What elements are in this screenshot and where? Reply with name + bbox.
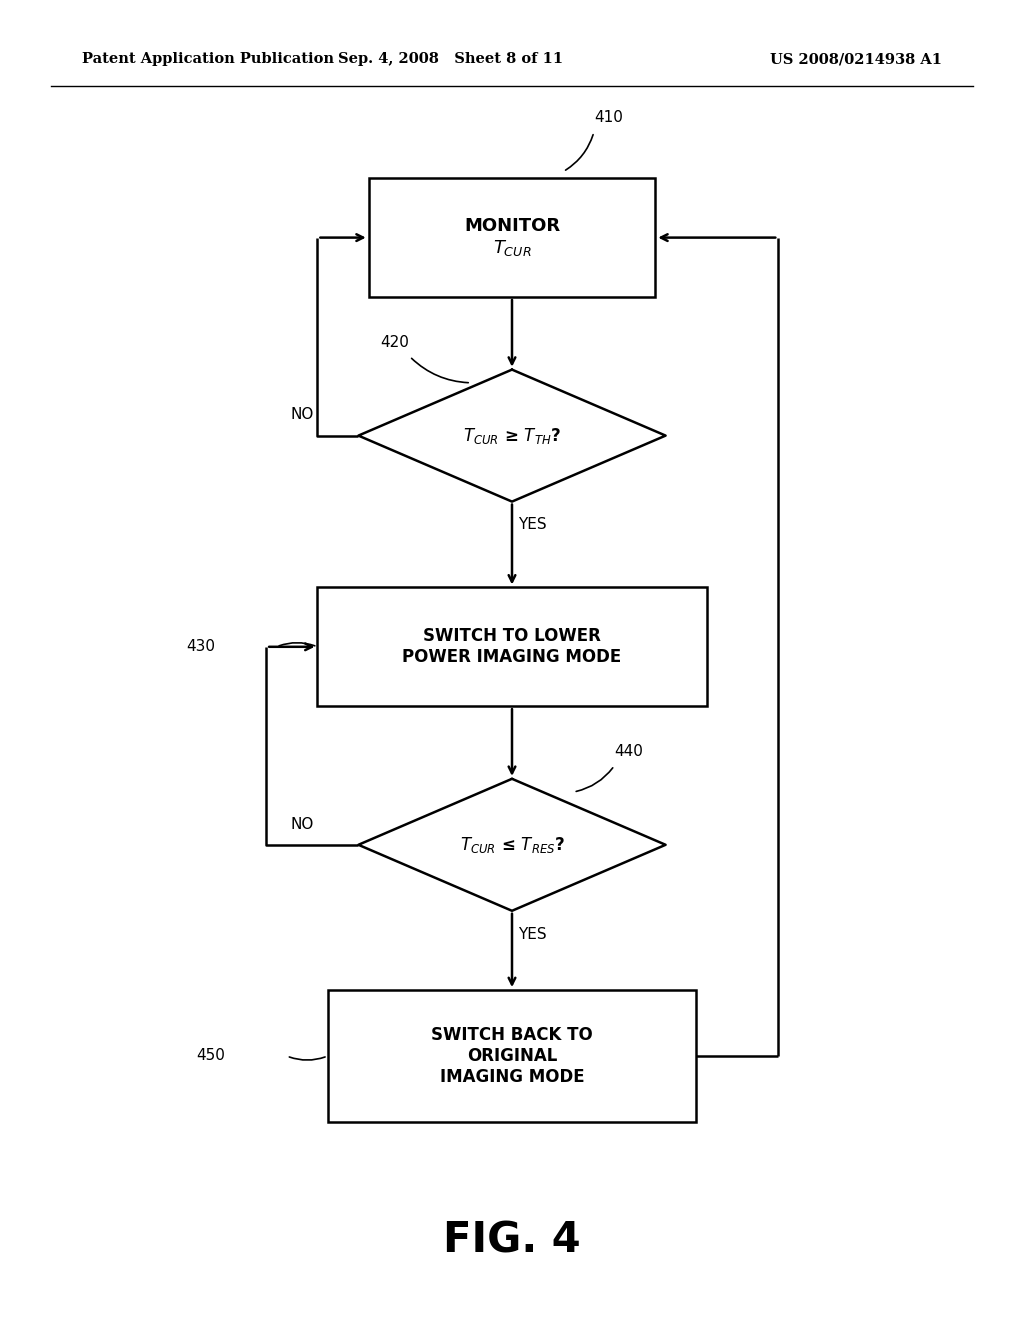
Text: 420: 420	[381, 335, 410, 350]
FancyBboxPatch shape	[317, 587, 707, 706]
Text: $T_{CUR}$ ≤ $T_{RES}$?: $T_{CUR}$ ≤ $T_{RES}$?	[460, 834, 564, 855]
Text: Sep. 4, 2008   Sheet 8 of 11: Sep. 4, 2008 Sheet 8 of 11	[338, 53, 563, 66]
Text: $T_{CUR}$ ≥ $T_{TH}$?: $T_{CUR}$ ≥ $T_{TH}$?	[463, 425, 561, 446]
Text: 440: 440	[614, 744, 643, 759]
Text: NO: NO	[291, 408, 313, 422]
Text: SWITCH BACK TO
ORIGINAL
IMAGING MODE: SWITCH BACK TO ORIGINAL IMAGING MODE	[431, 1026, 593, 1086]
Text: 410: 410	[594, 111, 623, 125]
Text: 450: 450	[197, 1048, 225, 1064]
Text: SWITCH TO LOWER
POWER IMAGING MODE: SWITCH TO LOWER POWER IMAGING MODE	[402, 627, 622, 667]
Text: YES: YES	[518, 927, 547, 941]
Text: US 2008/0214938 A1: US 2008/0214938 A1	[770, 53, 942, 66]
Text: YES: YES	[518, 517, 547, 532]
Text: NO: NO	[291, 817, 313, 832]
Text: MONITOR
$T_{CUR}$: MONITOR $T_{CUR}$	[464, 216, 560, 259]
FancyBboxPatch shape	[328, 990, 696, 1122]
Text: FIG. 4: FIG. 4	[443, 1220, 581, 1262]
Text: 430: 430	[186, 639, 215, 655]
FancyBboxPatch shape	[369, 178, 655, 297]
Text: Patent Application Publication: Patent Application Publication	[82, 53, 334, 66]
